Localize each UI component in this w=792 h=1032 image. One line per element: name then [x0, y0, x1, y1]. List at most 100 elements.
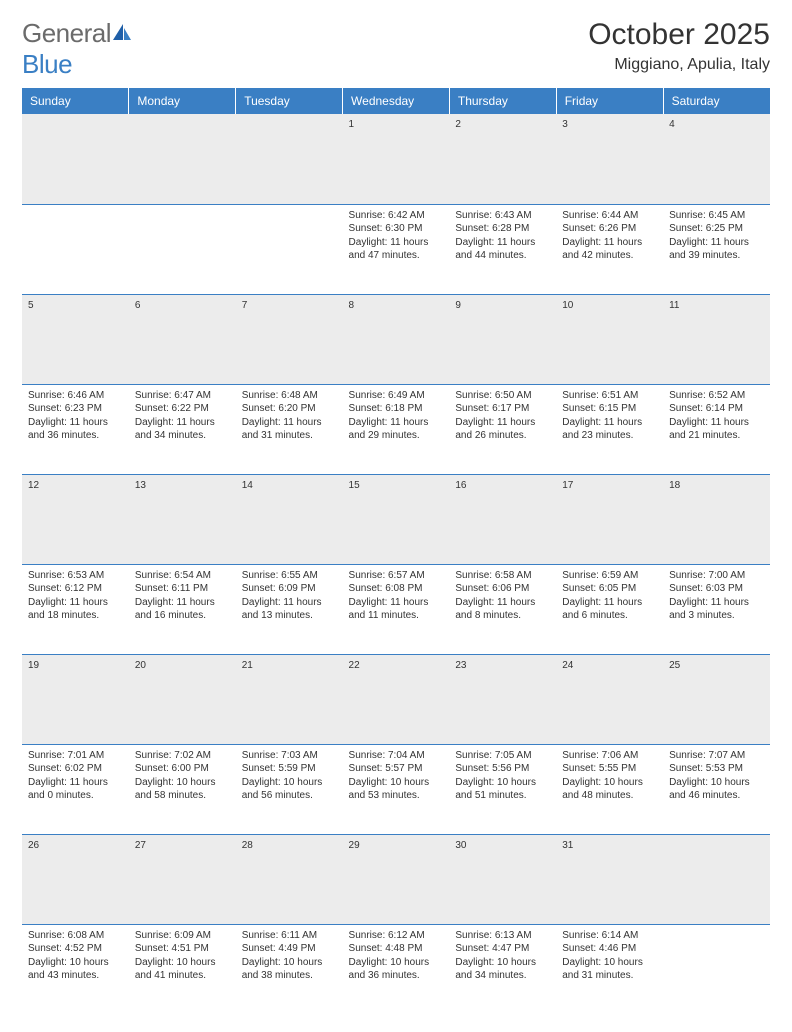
day-content-cell: Sunrise: 7:04 AMSunset: 5:57 PMDaylight:… [343, 744, 450, 834]
sunset-line: Sunset: 6:06 PM [455, 582, 550, 596]
week-row: Sunrise: 6:42 AMSunset: 6:30 PMDaylight:… [22, 204, 770, 294]
sunrise-line: Sunrise: 7:02 AM [135, 749, 230, 763]
sunset-line: Sunset: 6:02 PM [28, 762, 123, 776]
day-content-cell [663, 924, 770, 1014]
weekday-thursday: Thursday [449, 88, 556, 114]
week-row: Sunrise: 7:01 AMSunset: 6:02 PMDaylight:… [22, 744, 770, 834]
day-content-cell: Sunrise: 6:51 AMSunset: 6:15 PMDaylight:… [556, 384, 663, 474]
day-number-cell [236, 114, 343, 204]
daylight-line: Daylight: 11 hours and 21 minutes. [669, 416, 764, 443]
sunrise-line: Sunrise: 7:06 AM [562, 749, 657, 763]
sunset-line: Sunset: 4:52 PM [28, 942, 123, 956]
logo-word-2: Blue [22, 49, 72, 79]
day-content-cell: Sunrise: 6:58 AMSunset: 6:06 PMDaylight:… [449, 564, 556, 654]
week-row: Sunrise: 6:46 AMSunset: 6:23 PMDaylight:… [22, 384, 770, 474]
day-number-cell: 31 [556, 834, 663, 924]
day-number-cell: 15 [343, 474, 450, 564]
sunset-line: Sunset: 6:08 PM [349, 582, 444, 596]
day-content-cell: Sunrise: 6:52 AMSunset: 6:14 PMDaylight:… [663, 384, 770, 474]
day-number-cell: 14 [236, 474, 343, 564]
day-content-cell: Sunrise: 6:08 AMSunset: 4:52 PMDaylight:… [22, 924, 129, 1014]
day-number-cell: 18 [663, 474, 770, 564]
day-number-cell: 1 [343, 114, 450, 204]
day-content-cell: Sunrise: 7:05 AMSunset: 5:56 PMDaylight:… [449, 744, 556, 834]
weekday-saturday: Saturday [663, 88, 770, 114]
daylight-line: Daylight: 10 hours and 56 minutes. [242, 776, 337, 803]
sunset-line: Sunset: 6:12 PM [28, 582, 123, 596]
sunset-line: Sunset: 4:48 PM [349, 942, 444, 956]
day-content-cell: Sunrise: 7:06 AMSunset: 5:55 PMDaylight:… [556, 744, 663, 834]
sunset-line: Sunset: 4:47 PM [455, 942, 550, 956]
day-content-cell: Sunrise: 6:11 AMSunset: 4:49 PMDaylight:… [236, 924, 343, 1014]
daylight-line: Daylight: 11 hours and 47 minutes. [349, 236, 444, 263]
daylight-line: Daylight: 11 hours and 23 minutes. [562, 416, 657, 443]
location-text: Miggiano, Apulia, Italy [588, 56, 770, 74]
sunrise-line: Sunrise: 6:13 AM [455, 929, 550, 943]
sunset-line: Sunset: 6:28 PM [455, 222, 550, 236]
day-content-cell [22, 204, 129, 294]
sunset-line: Sunset: 4:46 PM [562, 942, 657, 956]
sunset-line: Sunset: 5:55 PM [562, 762, 657, 776]
sunrise-line: Sunrise: 7:03 AM [242, 749, 337, 763]
sunrise-line: Sunrise: 6:08 AM [28, 929, 123, 943]
day-content-cell: Sunrise: 6:57 AMSunset: 6:08 PMDaylight:… [343, 564, 450, 654]
sunset-line: Sunset: 6:30 PM [349, 222, 444, 236]
week-row: Sunrise: 6:08 AMSunset: 4:52 PM Daylight:… [22, 924, 770, 1014]
day-content-cell: Sunrise: 6:55 AMSunset: 6:09 PMDaylight:… [236, 564, 343, 654]
daylight-line: Daylight: 10 hours and 58 minutes. [135, 776, 230, 803]
sunrise-line: Sunrise: 6:44 AM [562, 209, 657, 223]
day-content-cell: Sunrise: 6:46 AMSunset: 6:23 PMDaylight:… [22, 384, 129, 474]
day-content-cell: Sunrise: 6:54 AMSunset: 6:11 PMDaylight:… [129, 564, 236, 654]
sunset-line: Sunset: 6:25 PM [669, 222, 764, 236]
sunrise-line: Sunrise: 7:04 AM [349, 749, 444, 763]
daylight-line: Daylight: 11 hours and 36 minutes. [28, 416, 123, 443]
day-content-cell: Sunrise: 6:47 AMSunset: 6:22 PMDaylight:… [129, 384, 236, 474]
day-content-cell: Sunrise: 6:48 AMSunset: 6:20 PMDaylight:… [236, 384, 343, 474]
day-content-cell: Sunrise: 6:44 AMSunset: 6:26 PMDaylight:… [556, 204, 663, 294]
sunrise-line: Sunrise: 6:47 AM [135, 389, 230, 403]
sunrise-line: Sunrise: 7:00 AM [669, 569, 764, 583]
daylight-line: Daylight: 10 hours and 31 minutes. [562, 956, 657, 983]
day-number-cell: 6 [129, 294, 236, 384]
day-number-cell: 28 [236, 834, 343, 924]
day-content-cell: Sunrise: 7:02 AMSunset: 6:00 PMDaylight:… [129, 744, 236, 834]
sunrise-line: Sunrise: 6:42 AM [349, 209, 444, 223]
calendar-page: GeneralBlue October 2025 Miggiano, Apuli… [0, 0, 792, 1032]
day-number-cell: 13 [129, 474, 236, 564]
daylight-line: Daylight: 11 hours and 6 minutes. [562, 596, 657, 623]
day-content-cell: Sunrise: 6:49 AMSunset: 6:18 PMDaylight:… [343, 384, 450, 474]
daylight-line: Daylight: 11 hours and 0 minutes. [28, 776, 123, 803]
daylight-line: Daylight: 11 hours and 29 minutes. [349, 416, 444, 443]
sunrise-line: Sunrise: 6:50 AM [455, 389, 550, 403]
daylight-line: Daylight: 11 hours and 42 minutes. [562, 236, 657, 263]
sunset-line: Sunset: 5:56 PM [455, 762, 550, 776]
day-number-cell: 26 [22, 834, 129, 924]
day-content-cell [236, 204, 343, 294]
daylight-line: Daylight: 10 hours and 41 minutes. [135, 956, 230, 983]
sunset-line: Sunset: 4:49 PM [242, 942, 337, 956]
sunset-line: Sunset: 6:22 PM [135, 402, 230, 416]
sunset-line: Sunset: 6:18 PM [349, 402, 444, 416]
weekday-friday: Friday [556, 88, 663, 114]
daynum-row: 262728293031 [22, 834, 770, 924]
day-content-cell: Sunrise: 7:07 AMSunset: 5:53 PMDaylight:… [663, 744, 770, 834]
sunrise-line: Sunrise: 6:55 AM [242, 569, 337, 583]
sunrise-line: Sunrise: 7:05 AM [455, 749, 550, 763]
day-number-cell: 19 [22, 654, 129, 744]
day-number-cell: 8 [343, 294, 450, 384]
sunrise-line: Sunrise: 6:58 AM [455, 569, 550, 583]
daylight-line: Daylight: 10 hours and 36 minutes. [349, 956, 444, 983]
day-number-cell: 3 [556, 114, 663, 204]
sunrise-line: Sunrise: 6:59 AM [562, 569, 657, 583]
brand-logo: GeneralBlue [22, 18, 133, 80]
sunset-line: Sunset: 4:51 PM [135, 942, 230, 956]
day-number-cell: 7 [236, 294, 343, 384]
day-content-cell: Sunrise: 6:53 AMSunset: 6:12 PMDaylight:… [22, 564, 129, 654]
daylight-line: Daylight: 11 hours and 16 minutes. [135, 596, 230, 623]
daylight-line: Daylight: 11 hours and 8 minutes. [455, 596, 550, 623]
day-content-cell: Sunrise: 6:59 AMSunset: 6:05 PMDaylight:… [556, 564, 663, 654]
sunrise-line: Sunrise: 6:11 AM [242, 929, 337, 943]
daynum-row: 19202122232425 [22, 654, 770, 744]
daylight-line: Daylight: 10 hours and 48 minutes. [562, 776, 657, 803]
sunset-line: Sunset: 6:17 PM [455, 402, 550, 416]
